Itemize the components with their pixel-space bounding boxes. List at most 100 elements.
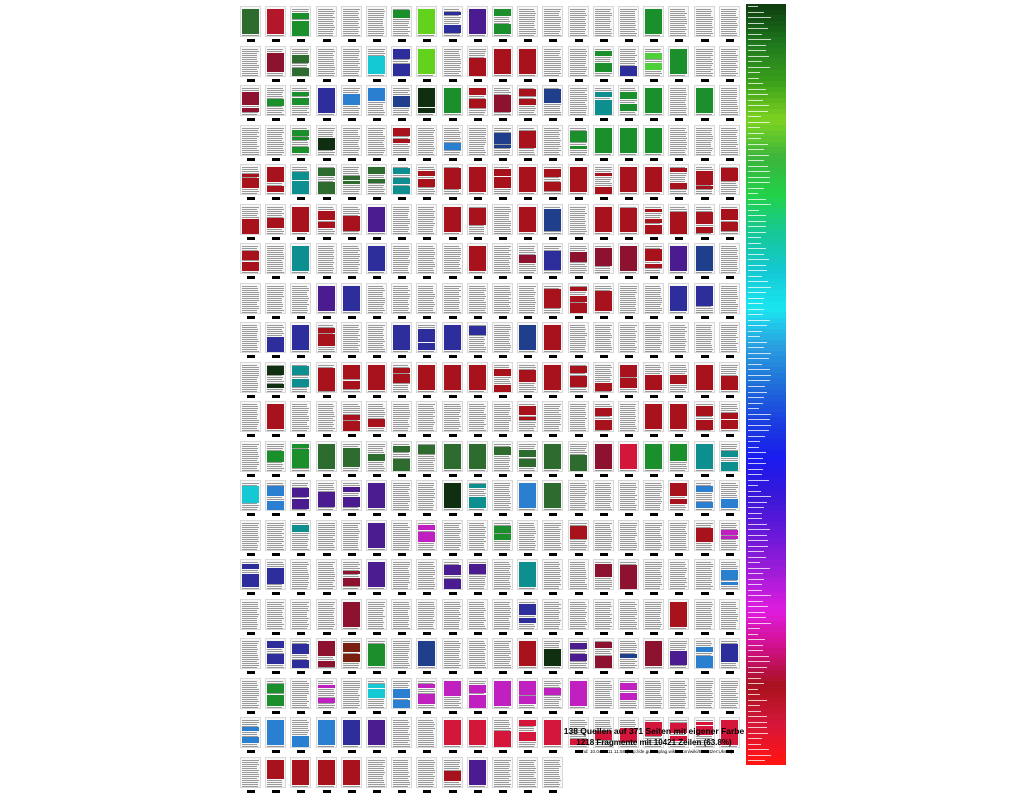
plagiarism-highlight xyxy=(267,568,285,574)
text-line xyxy=(620,414,635,415)
text-line xyxy=(317,258,334,259)
page-number xyxy=(423,197,432,200)
text-line xyxy=(720,139,737,141)
plagiarism-highlight xyxy=(342,181,360,184)
text-line xyxy=(670,534,687,536)
text-line xyxy=(494,364,509,366)
text-line xyxy=(342,493,359,494)
page-number xyxy=(322,197,331,200)
text-line xyxy=(267,206,284,208)
text-line xyxy=(342,388,359,390)
text-line xyxy=(267,90,285,91)
text-line xyxy=(242,505,259,506)
text-line xyxy=(468,420,484,421)
plagiarism-highlight xyxy=(494,525,511,533)
text-line xyxy=(418,299,434,301)
text-line xyxy=(368,445,385,447)
text-line xyxy=(670,343,686,344)
text-line xyxy=(242,149,259,151)
text-line xyxy=(393,256,410,257)
page-number xyxy=(499,434,507,437)
text-line xyxy=(368,461,384,463)
text-line xyxy=(494,548,510,550)
text-line xyxy=(242,171,259,172)
text-line xyxy=(342,74,359,76)
plagiarism-highlight xyxy=(267,99,285,106)
text-line xyxy=(242,337,257,338)
text-line xyxy=(569,66,587,68)
text-line xyxy=(670,112,687,113)
page-number xyxy=(272,355,281,358)
text-line xyxy=(242,540,259,542)
text-line xyxy=(267,110,285,111)
text-line xyxy=(342,339,360,340)
page-thumbnail xyxy=(492,45,513,77)
page-thumbnail xyxy=(592,243,614,274)
text-line xyxy=(267,248,285,249)
text-line xyxy=(569,102,585,103)
text-line xyxy=(292,568,308,569)
text-line xyxy=(519,88,535,89)
text-line xyxy=(292,114,308,115)
text-line xyxy=(494,345,511,346)
text-line xyxy=(594,33,612,34)
page-number xyxy=(700,473,709,477)
text-line xyxy=(720,60,738,62)
text-line xyxy=(468,272,485,273)
text-line xyxy=(670,210,688,212)
text-line xyxy=(645,311,661,313)
page-number xyxy=(574,513,583,516)
text-line xyxy=(645,74,661,76)
page-number xyxy=(650,197,659,200)
page-number xyxy=(297,78,306,82)
text-line xyxy=(645,193,661,194)
text-line xyxy=(292,483,309,484)
text-line xyxy=(418,285,434,287)
text-line xyxy=(342,90,359,91)
text-line xyxy=(342,11,358,12)
plagiarism-highlight xyxy=(468,443,486,469)
text-line xyxy=(317,50,335,52)
text-line xyxy=(342,408,360,409)
text-line xyxy=(342,532,359,534)
text-line xyxy=(620,293,635,295)
page-thumbnail xyxy=(416,440,438,472)
page-number xyxy=(448,434,457,437)
text-line xyxy=(544,147,560,149)
plagiarism-highlight xyxy=(720,413,738,419)
page-thumbnail xyxy=(517,401,539,432)
text-line xyxy=(418,465,435,467)
text-line xyxy=(342,19,360,20)
page-number xyxy=(272,39,281,42)
text-line xyxy=(569,90,587,91)
page-thumbnail xyxy=(592,282,614,314)
text-line xyxy=(468,351,485,352)
plagiarism-highlight xyxy=(645,380,663,390)
text-line xyxy=(494,412,509,413)
page-number xyxy=(297,355,306,358)
text-line xyxy=(720,293,737,295)
text-line xyxy=(695,147,713,149)
plagiarism-highlight xyxy=(494,368,511,376)
text-line xyxy=(519,467,535,469)
page-number xyxy=(347,513,356,516)
text-line xyxy=(342,420,358,421)
page-thumbnail xyxy=(643,480,665,511)
page-thumbnail xyxy=(592,124,614,156)
text-line xyxy=(242,430,259,431)
text-line xyxy=(594,487,611,488)
plagiarism-highlight xyxy=(720,221,738,228)
page-number xyxy=(574,118,583,121)
text-line xyxy=(494,465,510,467)
text-line xyxy=(670,189,688,190)
page-thumbnail xyxy=(391,440,413,472)
text-line xyxy=(695,143,711,145)
text-line xyxy=(594,185,612,186)
text-line xyxy=(292,143,309,145)
text-line xyxy=(443,424,460,425)
text-line xyxy=(695,208,712,210)
text-line xyxy=(519,287,535,289)
text-line xyxy=(645,501,663,502)
text-line xyxy=(670,463,687,465)
text-line xyxy=(720,311,737,313)
